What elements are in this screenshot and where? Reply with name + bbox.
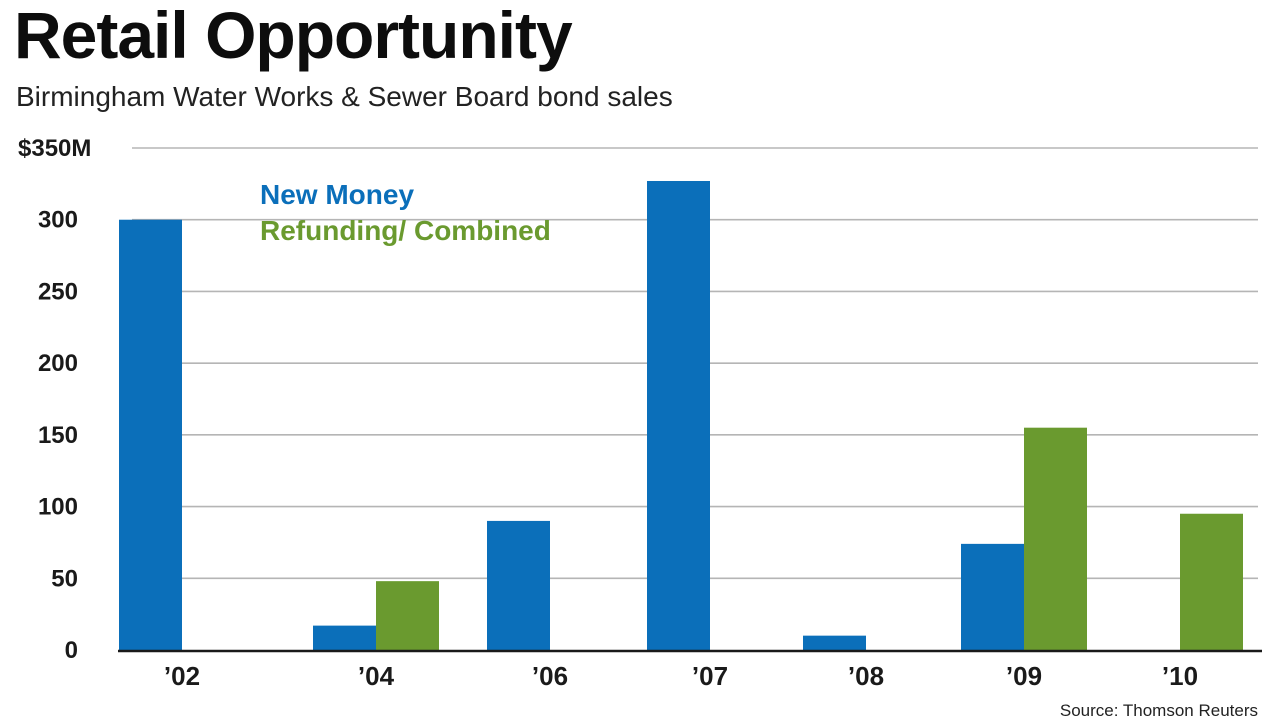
x-tick-label: ’06 <box>532 661 568 691</box>
bar-refunding-combined-2 <box>376 581 439 650</box>
bar-refunding-combined-6 <box>1024 427 1087 650</box>
legend-item-new-money: New Money <box>260 179 414 210</box>
bar-new-money-5 <box>803 635 866 650</box>
x-axis-tick-labels: ’02 ’04 ’06 ’07 ’08 ’09 ’10 <box>164 661 1198 691</box>
y-tick-label: 0 <box>65 637 78 664</box>
x-tick-label: ’02 <box>164 661 200 691</box>
x-tick-label: ’09 <box>1006 661 1042 691</box>
chart-subtitle: Birmingham Water Works & Sewer Board bon… <box>16 81 673 112</box>
y-axis-tick-labels: 0 50 100 150 200 250 300 $350M <box>18 135 91 664</box>
x-tick-label: ’04 <box>358 661 395 691</box>
x-tick-label: ’08 <box>848 661 884 691</box>
y-tick-label: $350M <box>18 135 91 162</box>
bar-new-money-2 <box>313 625 376 650</box>
y-tick-label: 50 <box>51 565 78 592</box>
y-tick-label: 300 <box>38 207 78 234</box>
y-tick-label: 100 <box>38 494 78 521</box>
x-tick-label: ’07 <box>692 661 728 691</box>
bar-new-money-3 <box>487 520 550 650</box>
bar-new-money-1 <box>119 219 182 650</box>
bar-refunding-combined-7 <box>1180 513 1243 650</box>
source-note: Source: Thomson Reuters <box>1059 701 1258 720</box>
x-tick-label: ’10 <box>1162 661 1198 691</box>
chart-title: Retail Opportunity <box>14 0 573 72</box>
y-tick-label: 200 <box>38 350 78 377</box>
y-tick-label: 250 <box>38 278 78 305</box>
legend: New Money Refunding/ Combined <box>260 179 551 246</box>
legend-item-refunding-combined: Refunding/ Combined <box>260 215 551 246</box>
bar-new-money-4 <box>647 180 710 650</box>
bars <box>119 180 1243 650</box>
bar-new-money-6 <box>961 543 1024 650</box>
y-tick-label: 150 <box>38 422 78 449</box>
